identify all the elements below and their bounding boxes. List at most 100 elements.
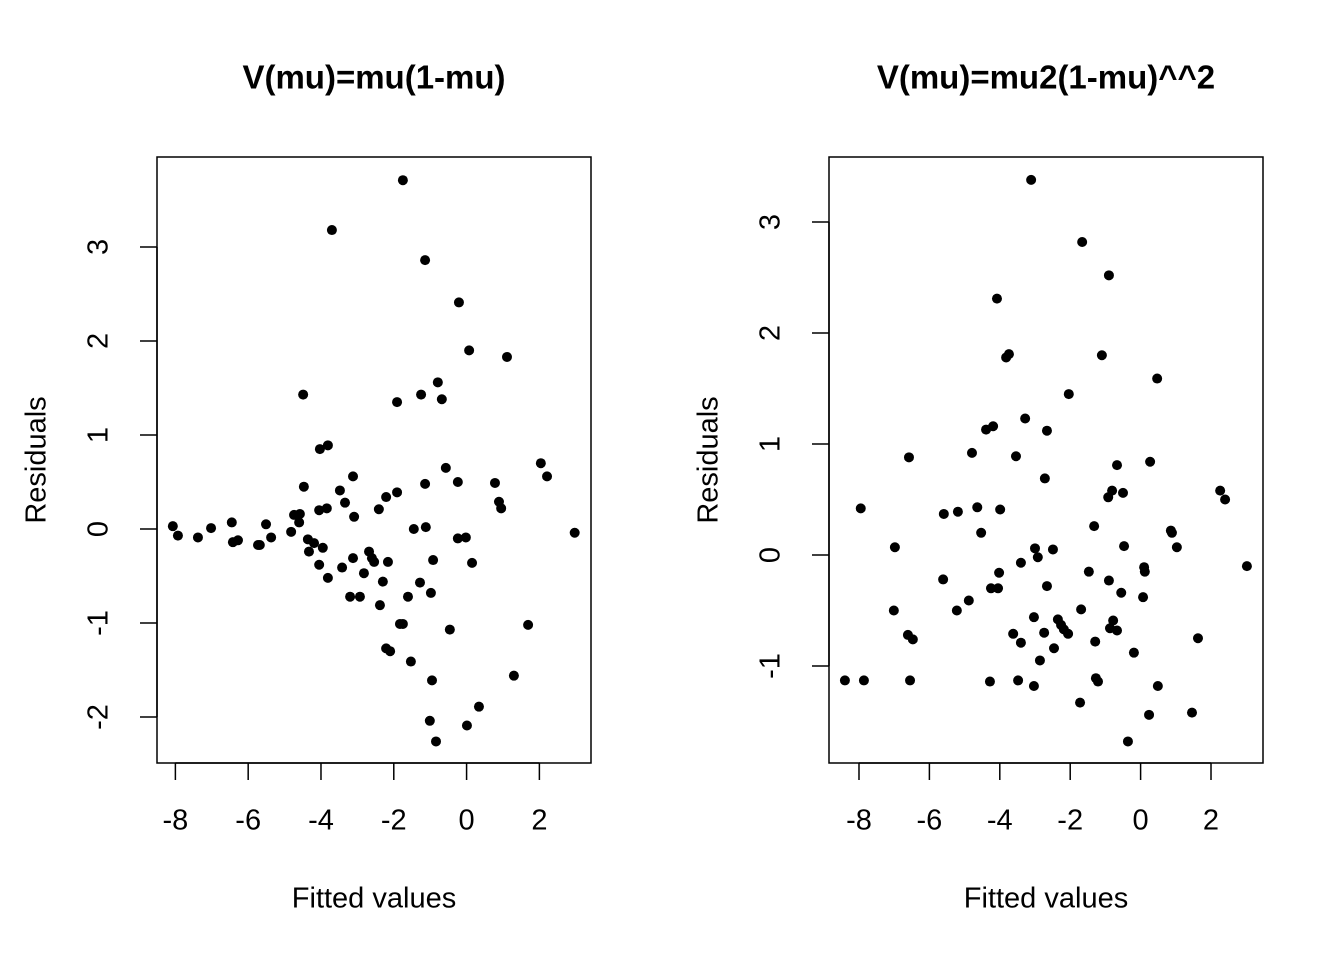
point — [995, 504, 1006, 515]
point — [1032, 552, 1043, 563]
point — [1145, 456, 1156, 467]
point — [1020, 413, 1031, 424]
point — [402, 591, 413, 602]
point — [1103, 270, 1114, 281]
point — [226, 517, 237, 528]
point — [1063, 389, 1074, 400]
point — [373, 504, 384, 515]
y-tick-label: -1 — [83, 610, 115, 636]
point — [907, 634, 918, 645]
x-tick-label: -4 — [987, 805, 1013, 837]
y-tick-label: 2 — [83, 333, 115, 349]
point — [314, 444, 325, 455]
chart-title: V(mu)=mu(1-mu) — [242, 59, 505, 96]
point — [286, 526, 297, 537]
point — [428, 555, 439, 566]
point — [938, 574, 949, 585]
point — [309, 538, 320, 549]
point — [496, 503, 507, 514]
point — [1118, 487, 1129, 498]
point — [192, 532, 203, 543]
point — [1047, 544, 1058, 555]
point — [1026, 174, 1037, 185]
point — [172, 530, 183, 541]
x-tick-label: 0 — [1133, 805, 1149, 837]
point — [951, 605, 962, 616]
point — [501, 351, 512, 362]
point — [337, 562, 348, 573]
point — [464, 345, 475, 356]
point — [326, 225, 337, 236]
point — [167, 521, 178, 532]
point — [392, 487, 403, 498]
point — [294, 508, 305, 519]
point — [858, 675, 869, 686]
x-axis-label: Fitted values — [964, 883, 1128, 915]
point — [408, 524, 419, 535]
point — [1241, 561, 1252, 572]
point — [424, 715, 435, 726]
point — [1008, 628, 1019, 639]
point — [991, 293, 1002, 304]
point — [1192, 633, 1203, 644]
point — [1107, 485, 1118, 496]
chart-title: V(mu)=mu2(1-mu)^^2 — [877, 59, 1215, 96]
point — [1138, 592, 1149, 603]
point — [314, 505, 325, 516]
point — [1122, 736, 1133, 747]
point — [1139, 566, 1150, 577]
point — [993, 583, 1004, 594]
point — [569, 527, 580, 538]
point — [1093, 676, 1104, 687]
point — [349, 511, 360, 522]
point — [542, 471, 553, 482]
point — [1015, 637, 1026, 648]
point — [348, 471, 359, 482]
point — [317, 542, 328, 553]
point — [1013, 675, 1024, 686]
point — [984, 676, 995, 687]
point — [425, 587, 436, 598]
point — [1119, 541, 1130, 552]
y-tick-label: 0 — [755, 547, 787, 563]
x-tick-label: 2 — [1203, 805, 1219, 837]
point — [888, 605, 899, 616]
point — [414, 577, 425, 588]
y-tick-label: 1 — [83, 427, 115, 443]
point — [321, 503, 332, 514]
point — [1028, 680, 1039, 691]
point — [382, 556, 393, 567]
point — [1076, 604, 1087, 615]
point — [1077, 237, 1088, 248]
point — [369, 556, 380, 567]
y-tick-label: 2 — [755, 325, 787, 341]
point — [436, 394, 447, 405]
point — [322, 440, 333, 451]
point — [1152, 680, 1163, 691]
x-tick-label: -2 — [1057, 805, 1083, 837]
x-tick-label: -6 — [235, 805, 261, 837]
plot-box — [156, 156, 592, 764]
point — [322, 572, 333, 583]
point — [903, 452, 914, 463]
y-tick-label: -2 — [83, 704, 115, 730]
point — [460, 532, 471, 543]
plot-box — [828, 156, 1264, 764]
point — [976, 527, 987, 538]
x-tick-label: -4 — [308, 805, 334, 837]
point — [972, 502, 983, 513]
point — [377, 576, 388, 587]
point — [1128, 647, 1139, 658]
point — [1015, 557, 1026, 568]
point — [232, 535, 243, 546]
point — [345, 591, 356, 602]
point — [452, 476, 463, 487]
point — [938, 508, 949, 519]
point — [855, 503, 866, 514]
point — [467, 557, 478, 568]
x-tick-label: -8 — [162, 805, 188, 837]
point — [1003, 349, 1014, 360]
point — [420, 478, 431, 489]
x-tick-label: -8 — [846, 805, 872, 837]
point — [508, 670, 519, 681]
